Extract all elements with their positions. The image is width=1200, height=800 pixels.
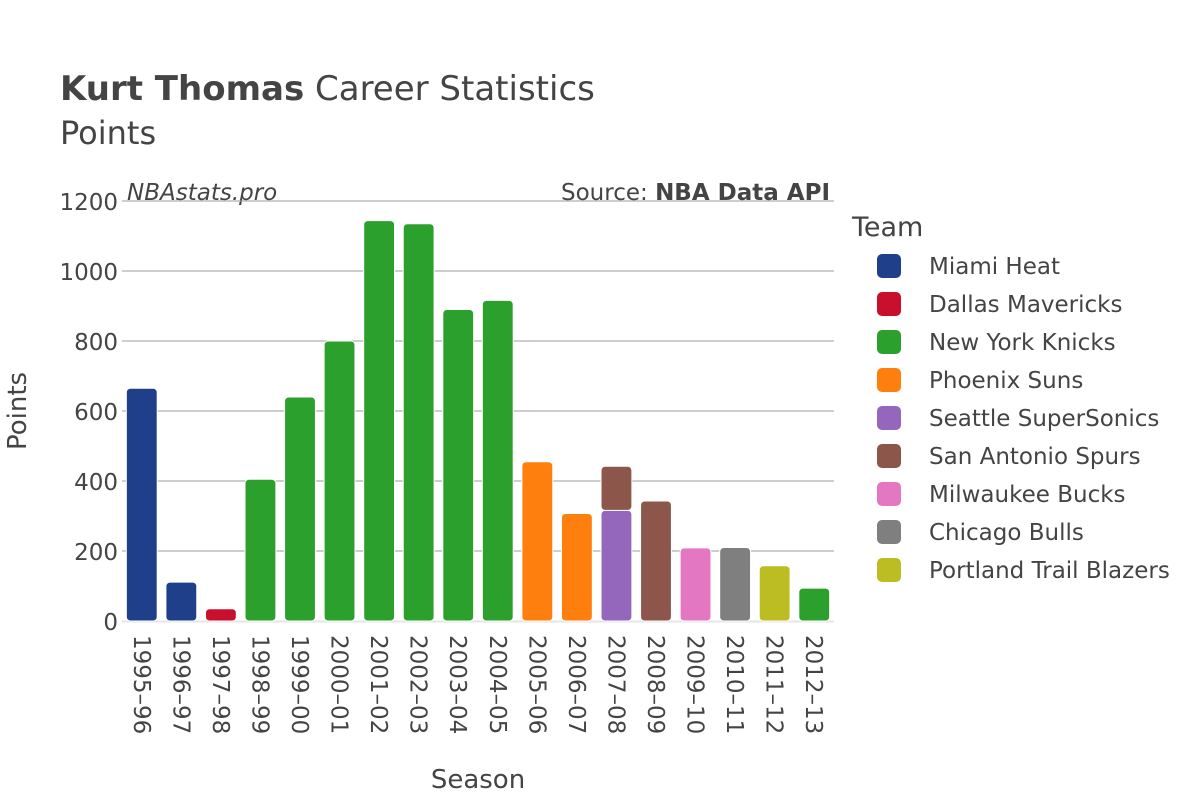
x-tick-label: 1999–00 — [286, 635, 312, 734]
legend: Team Miami Heat Dallas Mavericks New York … — [851, 212, 1170, 584]
bar — [560, 513, 593, 622]
bar — [363, 220, 396, 622]
y-tick-label: 1000 — [59, 260, 118, 286]
chart-title: Kurt Thomas Career Statistics — [60, 69, 595, 109]
bar — [244, 478, 277, 622]
legend-item-label: Miami Heat — [929, 254, 1060, 280]
legend-title: Team — [851, 212, 923, 243]
y-tick-label: 1200 — [59, 190, 118, 216]
x-tick-label: 2010–11 — [721, 635, 747, 734]
x-tick-label: 2000–01 — [326, 635, 352, 734]
bar — [323, 340, 356, 622]
x-tick-label: 2004–05 — [484, 635, 510, 734]
bar — [402, 223, 435, 622]
y-axis-ticks: 0 200 400 600 800 1000 1200 — [59, 190, 118, 636]
legend-swatch — [877, 444, 901, 468]
title-player-name: Kurt Thomas — [60, 69, 304, 109]
x-tick-label: 2002–03 — [405, 635, 431, 734]
x-tick-label: 2001–02 — [365, 635, 391, 734]
x-axis-ticks: 1995–96 1996–97 1997–98 1998–99 1999–00 2000–… — [128, 635, 826, 734]
x-tick-label: 2008–09 — [642, 635, 668, 734]
bar — [719, 547, 752, 622]
x-tick-label: 2009–10 — [682, 635, 708, 734]
bar — [640, 500, 672, 622]
legend-swatch — [877, 482, 901, 506]
bar — [442, 309, 475, 622]
title-rest — [304, 69, 315, 109]
legend-swatch — [877, 292, 901, 316]
bars — [125, 220, 831, 622]
bar — [600, 509, 633, 622]
source-label: Source: NBA Data API — [561, 180, 830, 206]
legend-item-label: San Antonio Spurs — [929, 444, 1141, 470]
legend-item-label: Portland Trail Blazers — [929, 558, 1170, 584]
x-tick-label: 2007–08 — [602, 635, 628, 734]
bar — [679, 547, 712, 622]
title-career-statistics: Career Statistics — [315, 69, 595, 109]
x-tick-label: 1995–96 — [128, 635, 154, 734]
legend-swatch — [877, 406, 901, 430]
source-name: NBA Data API — [655, 180, 830, 206]
y-tick-label: 0 — [103, 610, 118, 636]
bar — [165, 581, 198, 622]
legend-item-label: Phoenix Suns — [929, 368, 1083, 394]
legend-item-label: Dallas Mavericks — [929, 292, 1122, 318]
y-tick-label: 200 — [74, 540, 118, 566]
x-tick-label: 2011–12 — [761, 635, 787, 734]
watermark: NBAstats.pro — [127, 180, 277, 206]
bar — [758, 565, 791, 622]
y-axis-title: Points — [3, 372, 33, 450]
source-prefix: Source: — [561, 180, 655, 206]
legend-swatch — [877, 330, 901, 354]
bar — [600, 465, 633, 511]
x-tick-label: 2012–13 — [800, 635, 826, 734]
bar — [125, 387, 158, 622]
x-tick-label: 2006–07 — [563, 635, 589, 734]
legend-swatch — [877, 558, 901, 582]
bar — [521, 461, 554, 622]
y-tick-label: 600 — [74, 400, 118, 426]
legend-swatch — [877, 520, 901, 544]
x-tick-label: 1998–99 — [246, 635, 272, 734]
x-tick-label: 1997–98 — [207, 635, 233, 734]
gridlines — [122, 200, 834, 623]
y-tick-label: 800 — [74, 330, 118, 356]
chart-subtitle: Points — [60, 114, 156, 152]
x-tick-label: 2005–06 — [523, 635, 549, 734]
bar — [798, 587, 831, 622]
legend-swatch — [877, 254, 901, 278]
legend-item-label: New York Knicks — [929, 330, 1116, 356]
legend-swatch — [877, 368, 901, 392]
legend-item-label: Chicago Bulls — [929, 520, 1084, 546]
x-tick-label: 1996–97 — [167, 635, 193, 734]
legend-item-label: Seattle SuperSonics — [929, 406, 1159, 432]
bar — [284, 396, 316, 622]
bar — [204, 608, 237, 622]
bar — [481, 299, 514, 622]
x-axis-title: Season — [431, 765, 525, 795]
y-tick-label: 400 — [74, 470, 118, 496]
legend-item-label: Milwaukee Bucks — [929, 482, 1126, 508]
x-tick-label: 2003–04 — [444, 635, 470, 734]
